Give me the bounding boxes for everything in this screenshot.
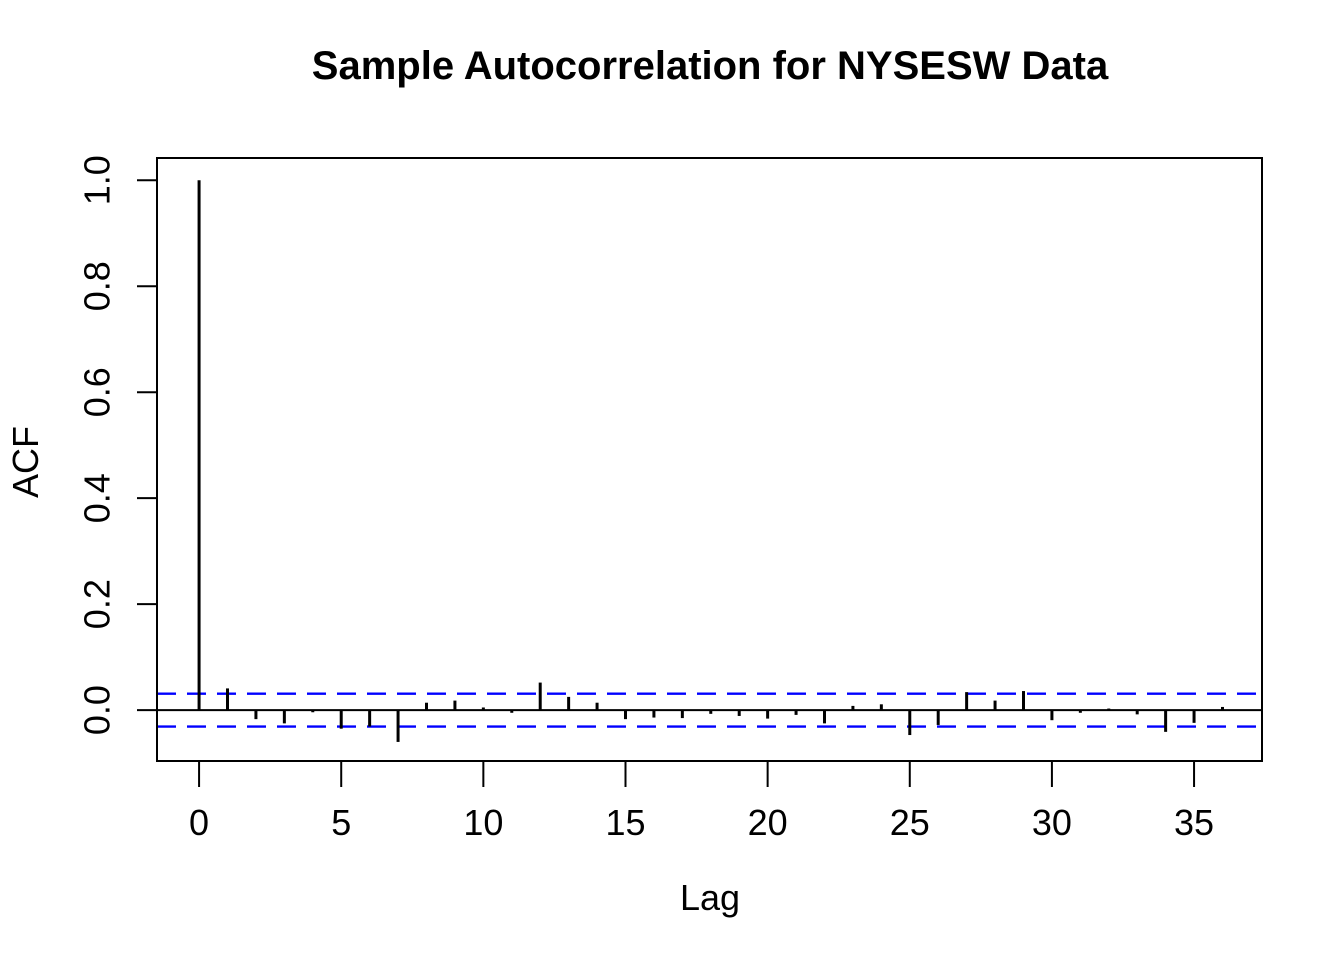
x-tick-label: 10 <box>463 802 503 843</box>
x-tick-label: 5 <box>331 802 351 843</box>
x-tick-label: 0 <box>189 802 209 843</box>
x-tick-label: 20 <box>748 802 788 843</box>
y-tick-label: 1.0 <box>77 155 118 205</box>
chart-title: Sample Autocorrelation for NYSESW Data <box>311 44 1109 88</box>
x-tick-label: 25 <box>890 802 930 843</box>
x-tick-label: 30 <box>1032 802 1072 843</box>
x-tick-label: 15 <box>605 802 645 843</box>
y-tick-label: 0.6 <box>77 367 118 417</box>
x-axis-label: Lag <box>679 877 741 918</box>
plot-border <box>156 157 1263 762</box>
y-tick-label: 0.2 <box>77 579 118 629</box>
y-tick-label: 0.0 <box>77 685 118 735</box>
x-tick-label: 35 <box>1174 802 1214 843</box>
y-tick-label: 0.4 <box>77 473 118 523</box>
y-tick-label: 0.8 <box>77 261 118 311</box>
